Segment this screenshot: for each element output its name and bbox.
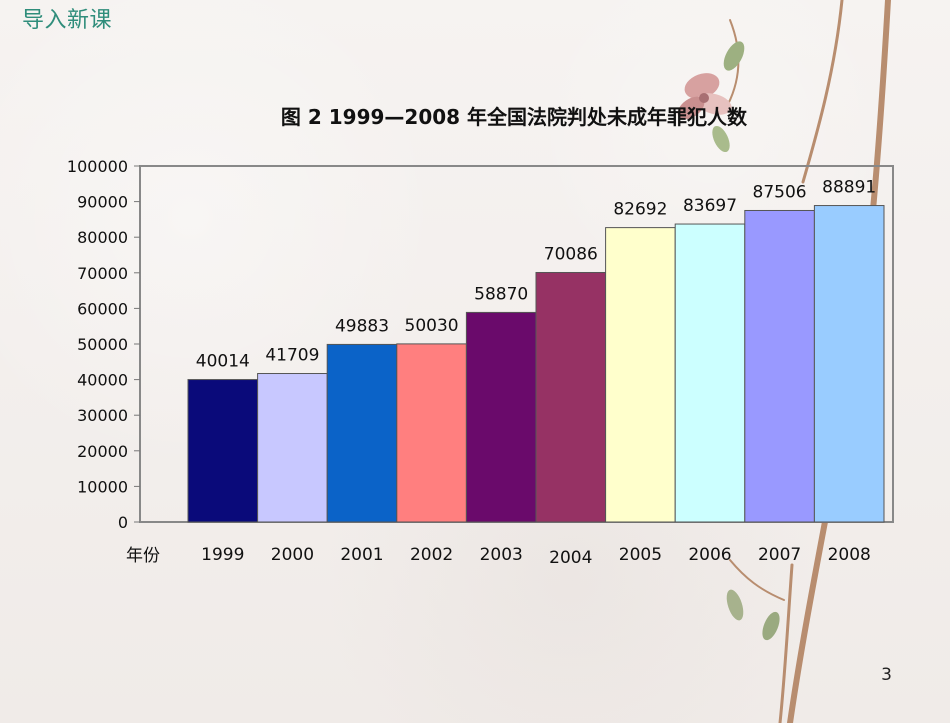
- bar-2003: [465, 311, 537, 523]
- bar-2006: [674, 223, 746, 523]
- data-label-2007: 87506: [753, 182, 807, 202]
- chart-title: 图 2 1999—2008 年全国法院判处未成年罪犯人数: [281, 105, 748, 129]
- page-number: 3: [881, 665, 892, 685]
- x-tick-label-2000: 2000: [271, 545, 314, 565]
- y-tick-label-3: 30000: [77, 406, 128, 425]
- x-tick-label-2007: 2007: [758, 545, 801, 565]
- x-tick-label-2004: 2004: [549, 548, 592, 568]
- data-label-2000: 41709: [265, 346, 319, 366]
- x-tick-label-2006: 2006: [688, 545, 731, 565]
- bar-2005: [605, 227, 676, 523]
- bar-2007: [744, 209, 815, 523]
- data-label-2001: 49883: [335, 316, 389, 336]
- x-tick-label-2003: 2003: [480, 545, 523, 565]
- x-tick-label-2008: 2008: [828, 545, 871, 565]
- page-header: 导入新课: [22, 8, 113, 33]
- data-label-2004: 70086: [544, 244, 598, 264]
- x-tick-label-2002: 2002: [410, 545, 453, 565]
- y-tick-label-8: 80000: [77, 228, 128, 247]
- data-label-1999: 40014: [196, 352, 250, 372]
- y-tick-label-9: 90000: [77, 193, 128, 212]
- data-label-2005: 82692: [613, 200, 667, 220]
- y-tick-label-1: 10000: [77, 477, 128, 496]
- bar-2000: [257, 373, 328, 523]
- bar-2002: [396, 343, 467, 523]
- y-tick-label-0: 0: [118, 513, 128, 532]
- y-tick-label-7: 70000: [77, 264, 128, 283]
- bar-2008: [813, 205, 885, 523]
- y-tick-label-6: 60000: [77, 299, 128, 318]
- x-axis-label: 年份: [126, 546, 160, 566]
- y-tick-label-4: 40000: [77, 371, 128, 390]
- data-label-2003: 58870: [474, 284, 528, 304]
- bar-2001: [326, 343, 398, 523]
- bar-2004: [535, 271, 607, 523]
- y-tick-label-5: 50000: [77, 335, 128, 354]
- y-tick-label-10: 100000: [67, 157, 128, 176]
- y-tick-label-2: 20000: [77, 442, 128, 461]
- data-label-2002: 50030: [405, 316, 459, 336]
- x-tick-label-1999: 1999: [201, 545, 244, 565]
- data-label-2008: 88891: [822, 178, 876, 198]
- data-label-2006: 83697: [683, 196, 737, 216]
- x-tick-label-2001: 2001: [340, 545, 383, 565]
- bar-1999: [187, 379, 259, 523]
- x-tick-label-2005: 2005: [619, 545, 662, 565]
